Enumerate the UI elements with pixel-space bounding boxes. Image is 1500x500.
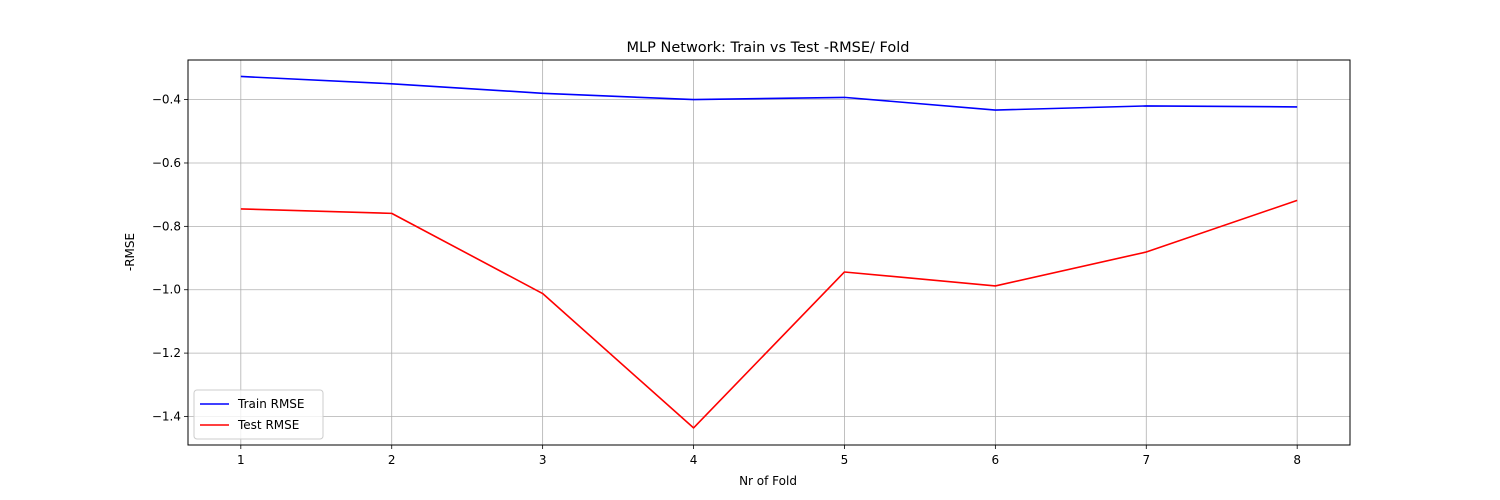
series-line-test-rmse (240, 199, 1298, 429)
legend-label-test: Test RMSE (237, 418, 299, 432)
x-tick-label-2: 2 (388, 453, 396, 467)
grid-lines (188, 60, 1350, 445)
x-axis-label: Nr of Fold (739, 474, 797, 488)
y-tick-label-2: −1.2 (152, 346, 181, 360)
x-tick-label-4: 4 (690, 453, 698, 467)
y-tick-label-1: −1.4 (152, 409, 181, 423)
x-tick-label-1: 1 (237, 453, 245, 467)
y-tick-label-4: −0.8 (152, 219, 181, 233)
series-layer (240, 75, 1298, 429)
y-axis-label: -RMSE (123, 233, 137, 271)
plot-area-frame (187, 59, 1351, 446)
x-axis-ticks: 1 2 3 4 5 6 7 8 (237, 445, 1301, 467)
y-tick-label-5: −0.6 (152, 156, 181, 170)
x-tick-label-8: 8 (1293, 453, 1301, 467)
y-tick-label-6: −0.4 (152, 93, 181, 107)
x-tick-label-5: 5 (841, 453, 849, 467)
chart-title: MLP Network: Train vs Test -RMSE/ Fold (627, 40, 910, 56)
legend-label-train: Train RMSE (237, 397, 305, 411)
legend-box (193, 389, 324, 440)
legend: Train RMSE Test RMSE (193, 389, 324, 440)
y-axis-ticks: −1.4 −1.2 −1.0 −0.8 −0.6 −0.4 (152, 93, 188, 423)
x-tick-label-3: 3 (539, 453, 547, 467)
y-tick-label-3: −1.0 (152, 283, 181, 297)
series-line-train-rmse (240, 75, 1298, 111)
x-tick-label-7: 7 (1142, 453, 1150, 467)
x-tick-label-6: 6 (992, 453, 1000, 467)
